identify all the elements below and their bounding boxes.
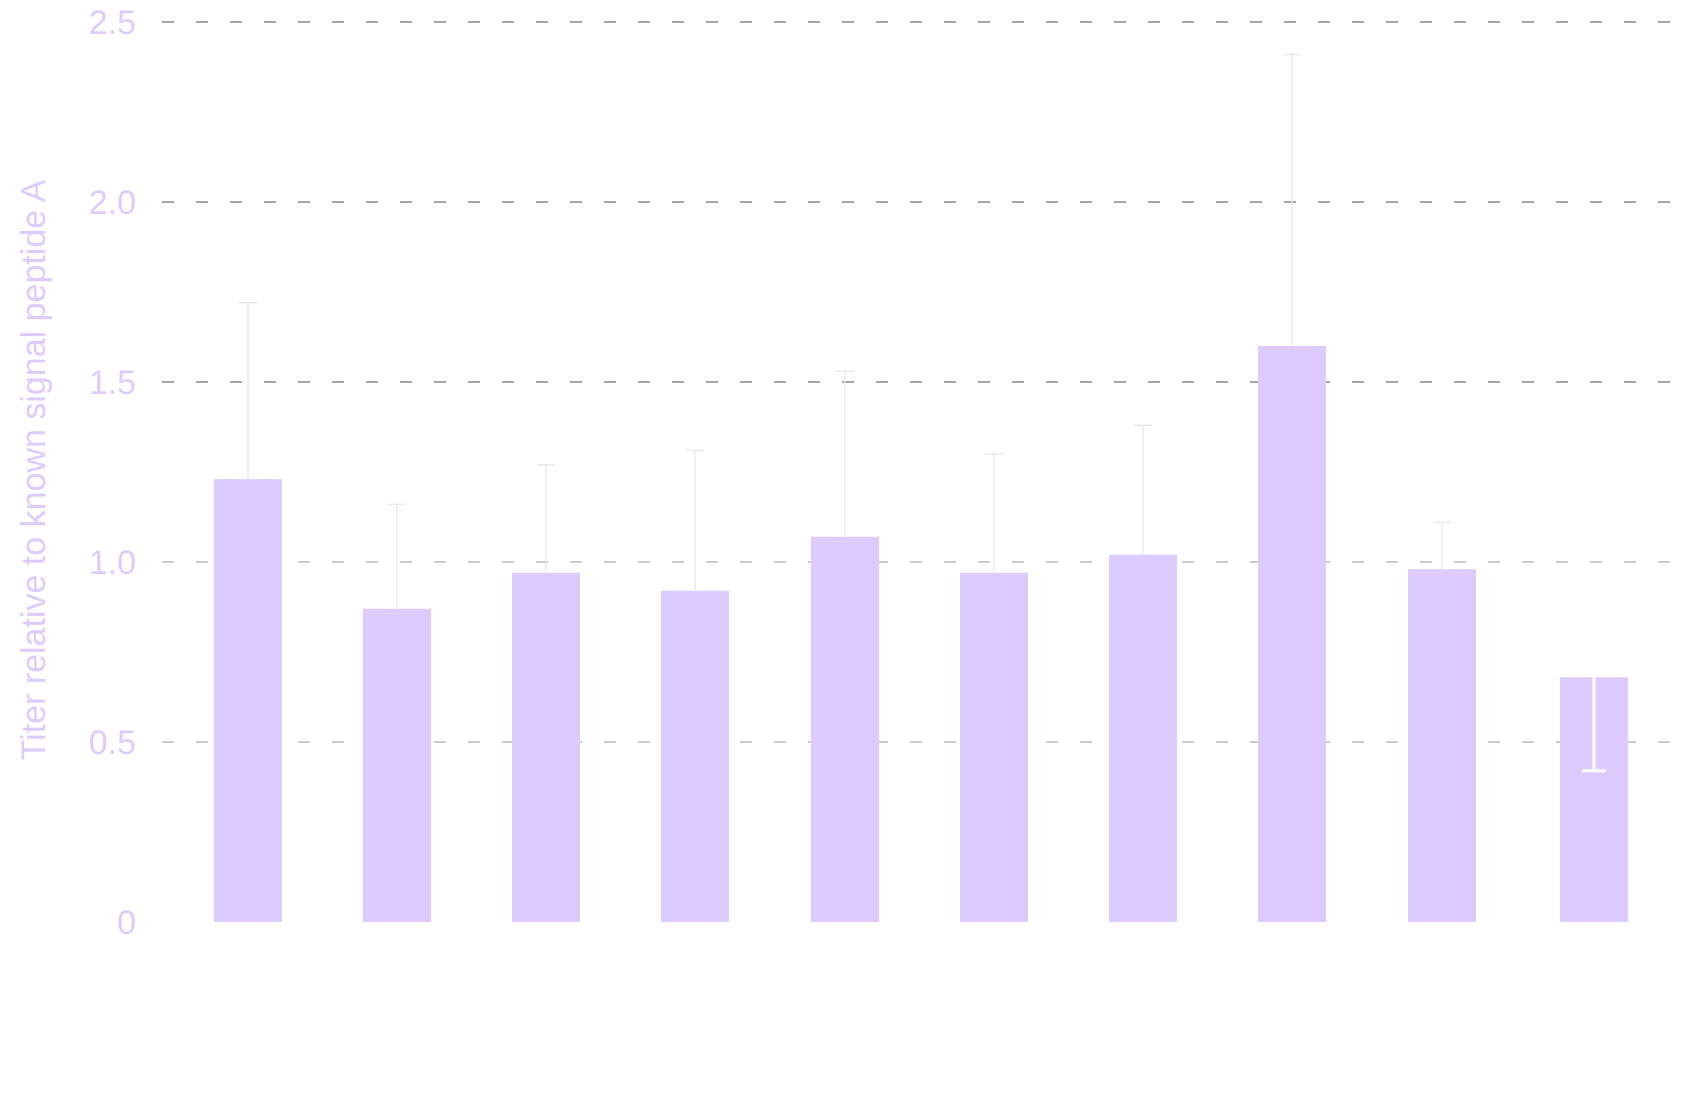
y-tick-label-0: 0 xyxy=(117,904,136,942)
bar-6 xyxy=(960,572,1028,922)
y-axis-ticks: 0 0.5 1.0 1.5 2.0 2.5 xyxy=(89,4,136,942)
error-bar-9 xyxy=(1433,521,1451,570)
bar-4 xyxy=(661,590,729,922)
y-tick-label-2.0: 2.0 xyxy=(89,184,136,222)
bar-9 xyxy=(1408,569,1476,922)
error-bar-2 xyxy=(388,503,406,609)
bar-3 xyxy=(512,572,580,922)
error-bar-10 xyxy=(1582,677,1606,773)
y-axis-title: Titer relative to known signal peptide A xyxy=(15,179,53,760)
error-bar-4 xyxy=(686,449,704,591)
error-bar-8 xyxy=(1283,53,1301,346)
y-tick-label-1.0: 1.0 xyxy=(89,544,136,582)
bar-8 xyxy=(1258,346,1326,922)
error-bar-7 xyxy=(1134,424,1152,555)
bar-7 xyxy=(1109,554,1177,922)
bar-5 xyxy=(811,536,879,922)
bar-2 xyxy=(363,608,431,922)
y-tick-label-1.5: 1.5 xyxy=(89,364,136,402)
error-bar-5 xyxy=(836,370,854,537)
error-bars xyxy=(239,53,1606,773)
bars xyxy=(214,346,1628,922)
error-bar-3 xyxy=(537,464,555,573)
error-bar-1 xyxy=(239,302,257,480)
y-tick-label-2.5: 2.5 xyxy=(89,4,136,42)
bar-1 xyxy=(214,479,282,922)
y-tick-label-0.5: 0.5 xyxy=(89,724,136,762)
error-bar-6 xyxy=(985,453,1003,573)
